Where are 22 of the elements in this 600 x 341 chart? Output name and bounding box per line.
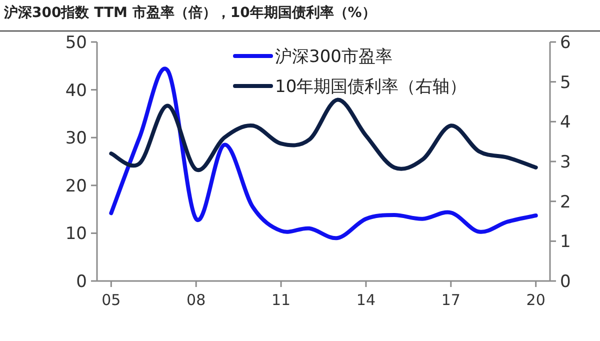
y2-tick-label: 4 [560, 112, 571, 133]
x-tick-label: 11 [271, 291, 291, 309]
y-tick-label: 50 [65, 33, 87, 53]
x-tick-label: 08 [186, 291, 206, 309]
y2-tick-label: 3 [560, 152, 571, 172]
x-tick-label: 17 [441, 291, 460, 309]
y2-tick-label: 5 [560, 72, 571, 93]
y-tick-label: 10 [65, 224, 87, 244]
x-tick-label: 20 [526, 291, 546, 309]
chart-title: 沪深300指数 TTM 市盈率（倍），10年期国债利率（%） [3, 4, 376, 21]
y2-tick-label: 0 [560, 272, 571, 292]
y-tick-label: 0 [76, 272, 87, 292]
y2-tick-label: 1 [560, 232, 571, 252]
x-tick-label: 14 [356, 291, 376, 309]
y-tick-label: 30 [65, 128, 87, 149]
y-tick-label: 20 [65, 176, 87, 196]
legend-label: 沪深300市盈率 [275, 47, 392, 67]
y2-tick-label: 2 [560, 192, 571, 212]
y2-tick-label: 6 [560, 33, 571, 53]
x-tick-label: 05 [102, 291, 121, 309]
legend-label: 10年期国债利率（右轴） [275, 77, 467, 97]
y-tick-label: 40 [65, 80, 87, 101]
